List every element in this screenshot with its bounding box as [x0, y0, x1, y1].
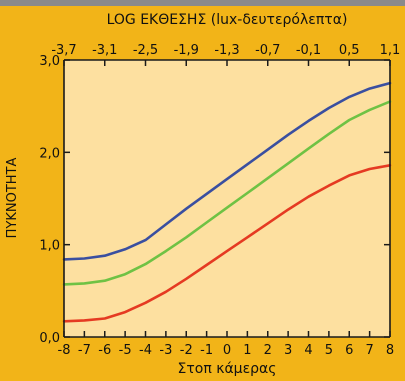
top-tick-label: -1,9: [174, 43, 199, 58]
tick-layer: 0,0 1,0 2,0 3,0 -8 -7 -6 -5 -4 -3 -2 -1 0 1 2 3 4 5 6 7 8 -3,…: [39, 43, 400, 358]
plot-area: [64, 60, 390, 337]
x-tick-label: -5: [119, 343, 132, 358]
top-tick-label: -3,1: [92, 43, 117, 58]
top-tick-label: -1,3: [214, 43, 239, 58]
series-line-2: [62, 100, 392, 286]
y-tick-label: 3,0: [39, 54, 60, 69]
x-tick-label: 4: [304, 343, 312, 358]
x-tick-label: 3: [284, 343, 292, 358]
x-tick-label: -7: [78, 343, 91, 358]
x-tick-label: 1: [243, 343, 251, 358]
series-line-1: [62, 81, 392, 261]
x-tick-label: 8: [386, 343, 394, 358]
x-tick-label: 2: [264, 343, 272, 358]
top-tick-label: -2,5: [133, 43, 158, 58]
x-tick-label: -2: [180, 343, 193, 358]
top-tick-label: -3,7: [51, 43, 76, 58]
x-tick-label: -8: [58, 343, 71, 358]
series-layer: [62, 81, 392, 323]
series-line-3: [62, 164, 392, 323]
top-axis-title: LOG ΕΚΘΕΣΗΣ (lux-δευτερόλεπτα): [107, 12, 348, 28]
top-tick-label: 0,5: [339, 43, 360, 58]
x-tick-label: 7: [365, 343, 373, 358]
x-tick-label: 6: [345, 343, 353, 358]
x-tick-label: -6: [98, 343, 111, 358]
x-tick-label: -4: [139, 343, 152, 358]
x-tick-label: 0: [223, 343, 231, 358]
y-tick-label: 0,0: [39, 331, 60, 346]
y-axis-title: ΠΥΚΝΟΤΗΤΑ: [5, 158, 20, 239]
x-tick-label: -1: [200, 343, 213, 358]
top-tick-label: -0,1: [296, 43, 321, 58]
top-tick-label: 1,1: [380, 43, 401, 58]
x-tick-label: -3: [159, 343, 172, 358]
top-tick-label: -0,7: [255, 43, 280, 58]
top-border-band: [0, 0, 405, 6]
bottom-axis-title: Στοπ κάμερας: [177, 361, 276, 377]
y-tick-label: 1,0: [39, 239, 60, 254]
y-tick-label: 2,0: [39, 146, 60, 161]
x-tick-label: 5: [325, 343, 333, 358]
